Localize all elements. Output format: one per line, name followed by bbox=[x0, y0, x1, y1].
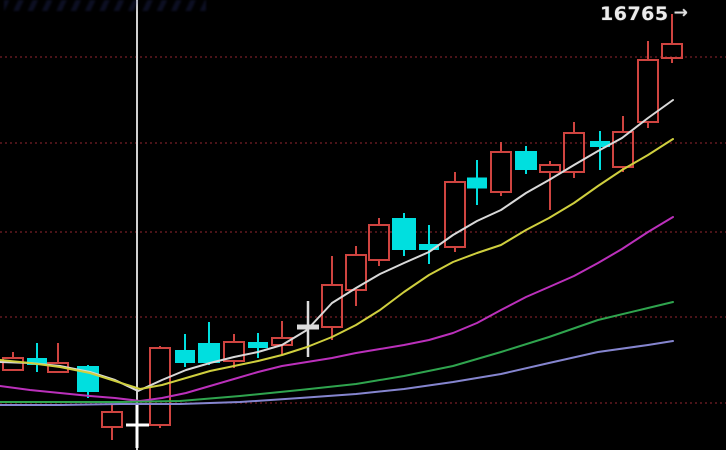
candle-down-body bbox=[515, 151, 537, 170]
candle-up-body bbox=[444, 181, 466, 248]
candle-up-body bbox=[661, 43, 683, 59]
candle-up-body bbox=[612, 131, 634, 168]
candle-up-body bbox=[345, 254, 367, 291]
candle-down-body bbox=[27, 358, 47, 365]
candle-down-body bbox=[198, 343, 220, 363]
right-arrow-icon: → bbox=[673, 3, 689, 23]
ma-blue-line bbox=[0, 340, 674, 406]
doji-bar bbox=[467, 177, 487, 189]
candle-up-body bbox=[368, 224, 390, 261]
doji-bar bbox=[590, 141, 610, 147]
last-price-value: 16765 bbox=[600, 3, 669, 25]
candle-up-body bbox=[2, 357, 24, 371]
candle-up-body bbox=[637, 59, 659, 123]
ma-green-line bbox=[0, 301, 674, 403]
mouse-cursor-icon bbox=[126, 423, 149, 427]
candle-up-body bbox=[490, 151, 512, 193]
doji-white-bar bbox=[297, 324, 319, 330]
candle-up-body bbox=[563, 132, 585, 173]
candle-up-body bbox=[321, 284, 343, 328]
candle-up-body bbox=[101, 411, 123, 428]
doji-bar bbox=[248, 342, 268, 348]
doji-bar bbox=[419, 244, 439, 250]
last-price-label: 16765 → bbox=[600, 3, 688, 25]
candle-down-body bbox=[392, 218, 416, 250]
ma-yellow-line bbox=[0, 138, 674, 390]
candle-down-body bbox=[175, 350, 195, 363]
candle-up-body bbox=[223, 341, 245, 362]
ma-magenta-line bbox=[0, 216, 674, 402]
candle-up-body bbox=[539, 164, 561, 173]
